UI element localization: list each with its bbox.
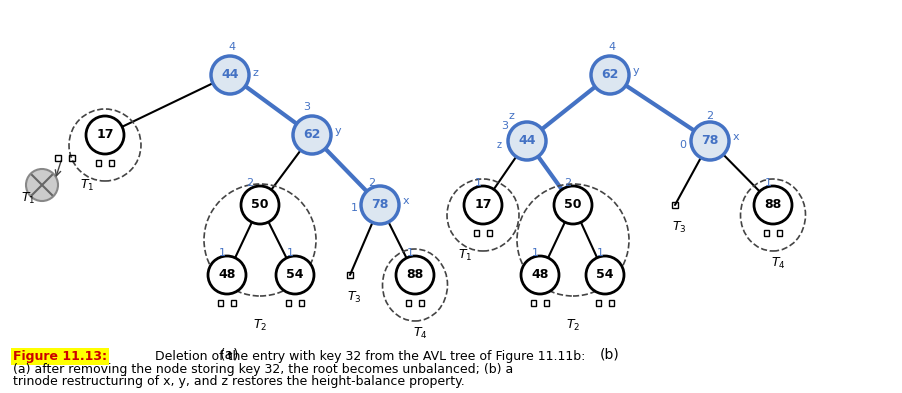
Text: 2: 2 [565, 178, 572, 188]
Text: 2: 2 [246, 178, 253, 188]
Text: $T_4$: $T_4$ [413, 325, 428, 341]
Circle shape [293, 116, 331, 154]
Circle shape [754, 186, 792, 224]
Text: x: x [732, 132, 740, 142]
Text: z: z [508, 111, 514, 121]
Circle shape [208, 256, 246, 294]
Text: x: x [402, 196, 410, 206]
Text: 1: 1 [287, 248, 293, 258]
Text: $T_2$: $T_2$ [253, 318, 267, 332]
Circle shape [86, 116, 124, 154]
Circle shape [26, 169, 58, 201]
Circle shape [691, 122, 729, 160]
Circle shape [276, 256, 314, 294]
Text: 0: 0 [679, 140, 686, 150]
Text: 54: 54 [596, 268, 613, 281]
Text: 3: 3 [502, 121, 509, 131]
Circle shape [508, 122, 546, 160]
Text: 62: 62 [303, 129, 321, 141]
Text: 2: 2 [368, 178, 375, 188]
Text: $T_2$: $T_2$ [566, 318, 580, 332]
Text: 1: 1 [596, 248, 603, 258]
Text: 44: 44 [221, 68, 239, 81]
Text: $T_1$: $T_1$ [458, 248, 472, 263]
Text: 88: 88 [407, 268, 424, 281]
Text: 78: 78 [702, 134, 719, 147]
Text: z: z [496, 140, 502, 150]
Text: 50: 50 [565, 198, 582, 211]
Circle shape [521, 256, 559, 294]
Text: Deletion of the entry with key 32 from the AVL tree of Figure 11.11b:: Deletion of the entry with key 32 from t… [155, 350, 585, 363]
Text: 78: 78 [372, 198, 389, 211]
Text: $T_1$: $T_1$ [79, 178, 94, 193]
Circle shape [554, 186, 592, 224]
Text: 1: 1 [765, 178, 771, 188]
Text: 1: 1 [218, 248, 226, 258]
Text: $T_4$: $T_4$ [770, 255, 786, 270]
Circle shape [396, 256, 434, 294]
Text: (a): (a) [220, 348, 240, 362]
Text: 50: 50 [252, 198, 269, 211]
Text: 54: 54 [286, 268, 304, 281]
Text: 48: 48 [531, 268, 548, 281]
Text: $T_3$: $T_3$ [346, 290, 362, 305]
Text: z: z [252, 68, 258, 78]
Text: Figure 11.13:: Figure 11.13: [13, 350, 107, 363]
Circle shape [361, 186, 399, 224]
Text: trinode restructuring of x, y, and z restores the height-balance property.: trinode restructuring of x, y, and z res… [13, 375, 465, 388]
Text: 1: 1 [351, 203, 357, 213]
Text: 1: 1 [474, 178, 482, 188]
Text: 17: 17 [97, 129, 114, 141]
Text: 2: 2 [706, 111, 713, 121]
Circle shape [241, 186, 279, 224]
Text: 62: 62 [602, 68, 619, 81]
Text: 17: 17 [474, 198, 492, 211]
Circle shape [586, 256, 624, 294]
Text: 44: 44 [519, 134, 536, 147]
Text: 88: 88 [764, 198, 782, 211]
Text: (b): (b) [600, 348, 620, 362]
Circle shape [591, 56, 629, 94]
Text: 4: 4 [609, 42, 615, 52]
Text: $T_1$: $T_1$ [21, 191, 35, 206]
Text: 48: 48 [218, 268, 235, 281]
Text: y: y [335, 126, 341, 136]
Text: 1: 1 [407, 248, 413, 258]
Text: y: y [632, 66, 640, 76]
Text: 1: 1 [531, 248, 538, 258]
Text: 4: 4 [228, 42, 235, 52]
Text: (a) after removing the node storing key 32, the root becomes unbalanced; (b) a: (a) after removing the node storing key … [13, 362, 513, 375]
Text: $T_3$: $T_3$ [672, 219, 686, 235]
Circle shape [211, 56, 249, 94]
Circle shape [464, 186, 502, 224]
Text: 3: 3 [303, 102, 310, 112]
